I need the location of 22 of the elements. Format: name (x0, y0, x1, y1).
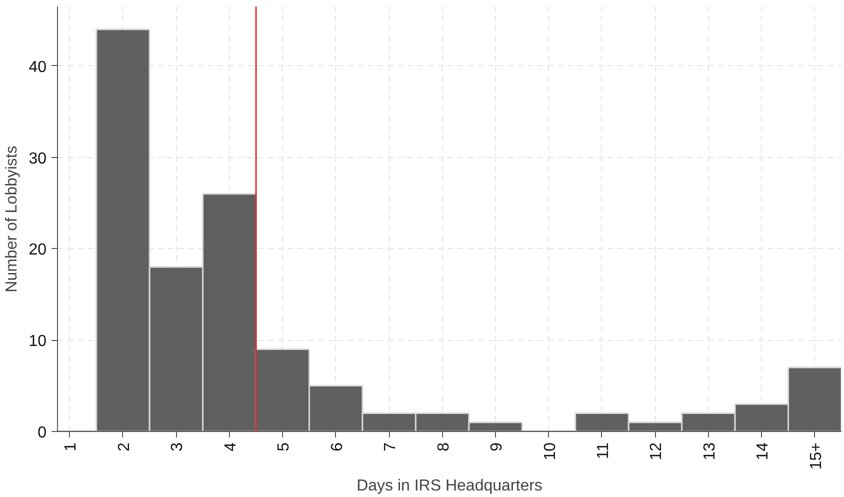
y-tick-label: 0 (38, 424, 47, 442)
y-tick-label: 20 (28, 242, 47, 259)
x-tick-label: 2 (116, 442, 133, 452)
x-tick-label: 1 (62, 442, 80, 452)
x-tick-label: 7 (382, 442, 400, 452)
x-tick-label: 8 (435, 442, 452, 452)
x-axis-title: Days in IRS Headquarters (356, 478, 542, 495)
x-tick-label: 12 (648, 442, 666, 460)
x-tick-label: 10 (542, 442, 559, 460)
y-axis-title: Number of Lobbyists (4, 146, 21, 292)
x-tick-label: 13 (701, 442, 718, 460)
x-tick-label: 4 (222, 442, 240, 452)
x-tick-label: 5 (276, 442, 293, 452)
y-tick-label: 40 (28, 58, 47, 76)
y-tick-label: 10 (28, 333, 47, 350)
x-tick-label: 6 (328, 442, 346, 452)
x-tick-label: 15+ (808, 442, 825, 470)
x-tick-label: 9 (488, 442, 506, 452)
x-tick-label: 11 (594, 442, 612, 460)
x-tick-label: 14 (754, 442, 772, 460)
x-tick-label: 3 (169, 442, 186, 452)
y-tick-label: 30 (28, 150, 47, 168)
